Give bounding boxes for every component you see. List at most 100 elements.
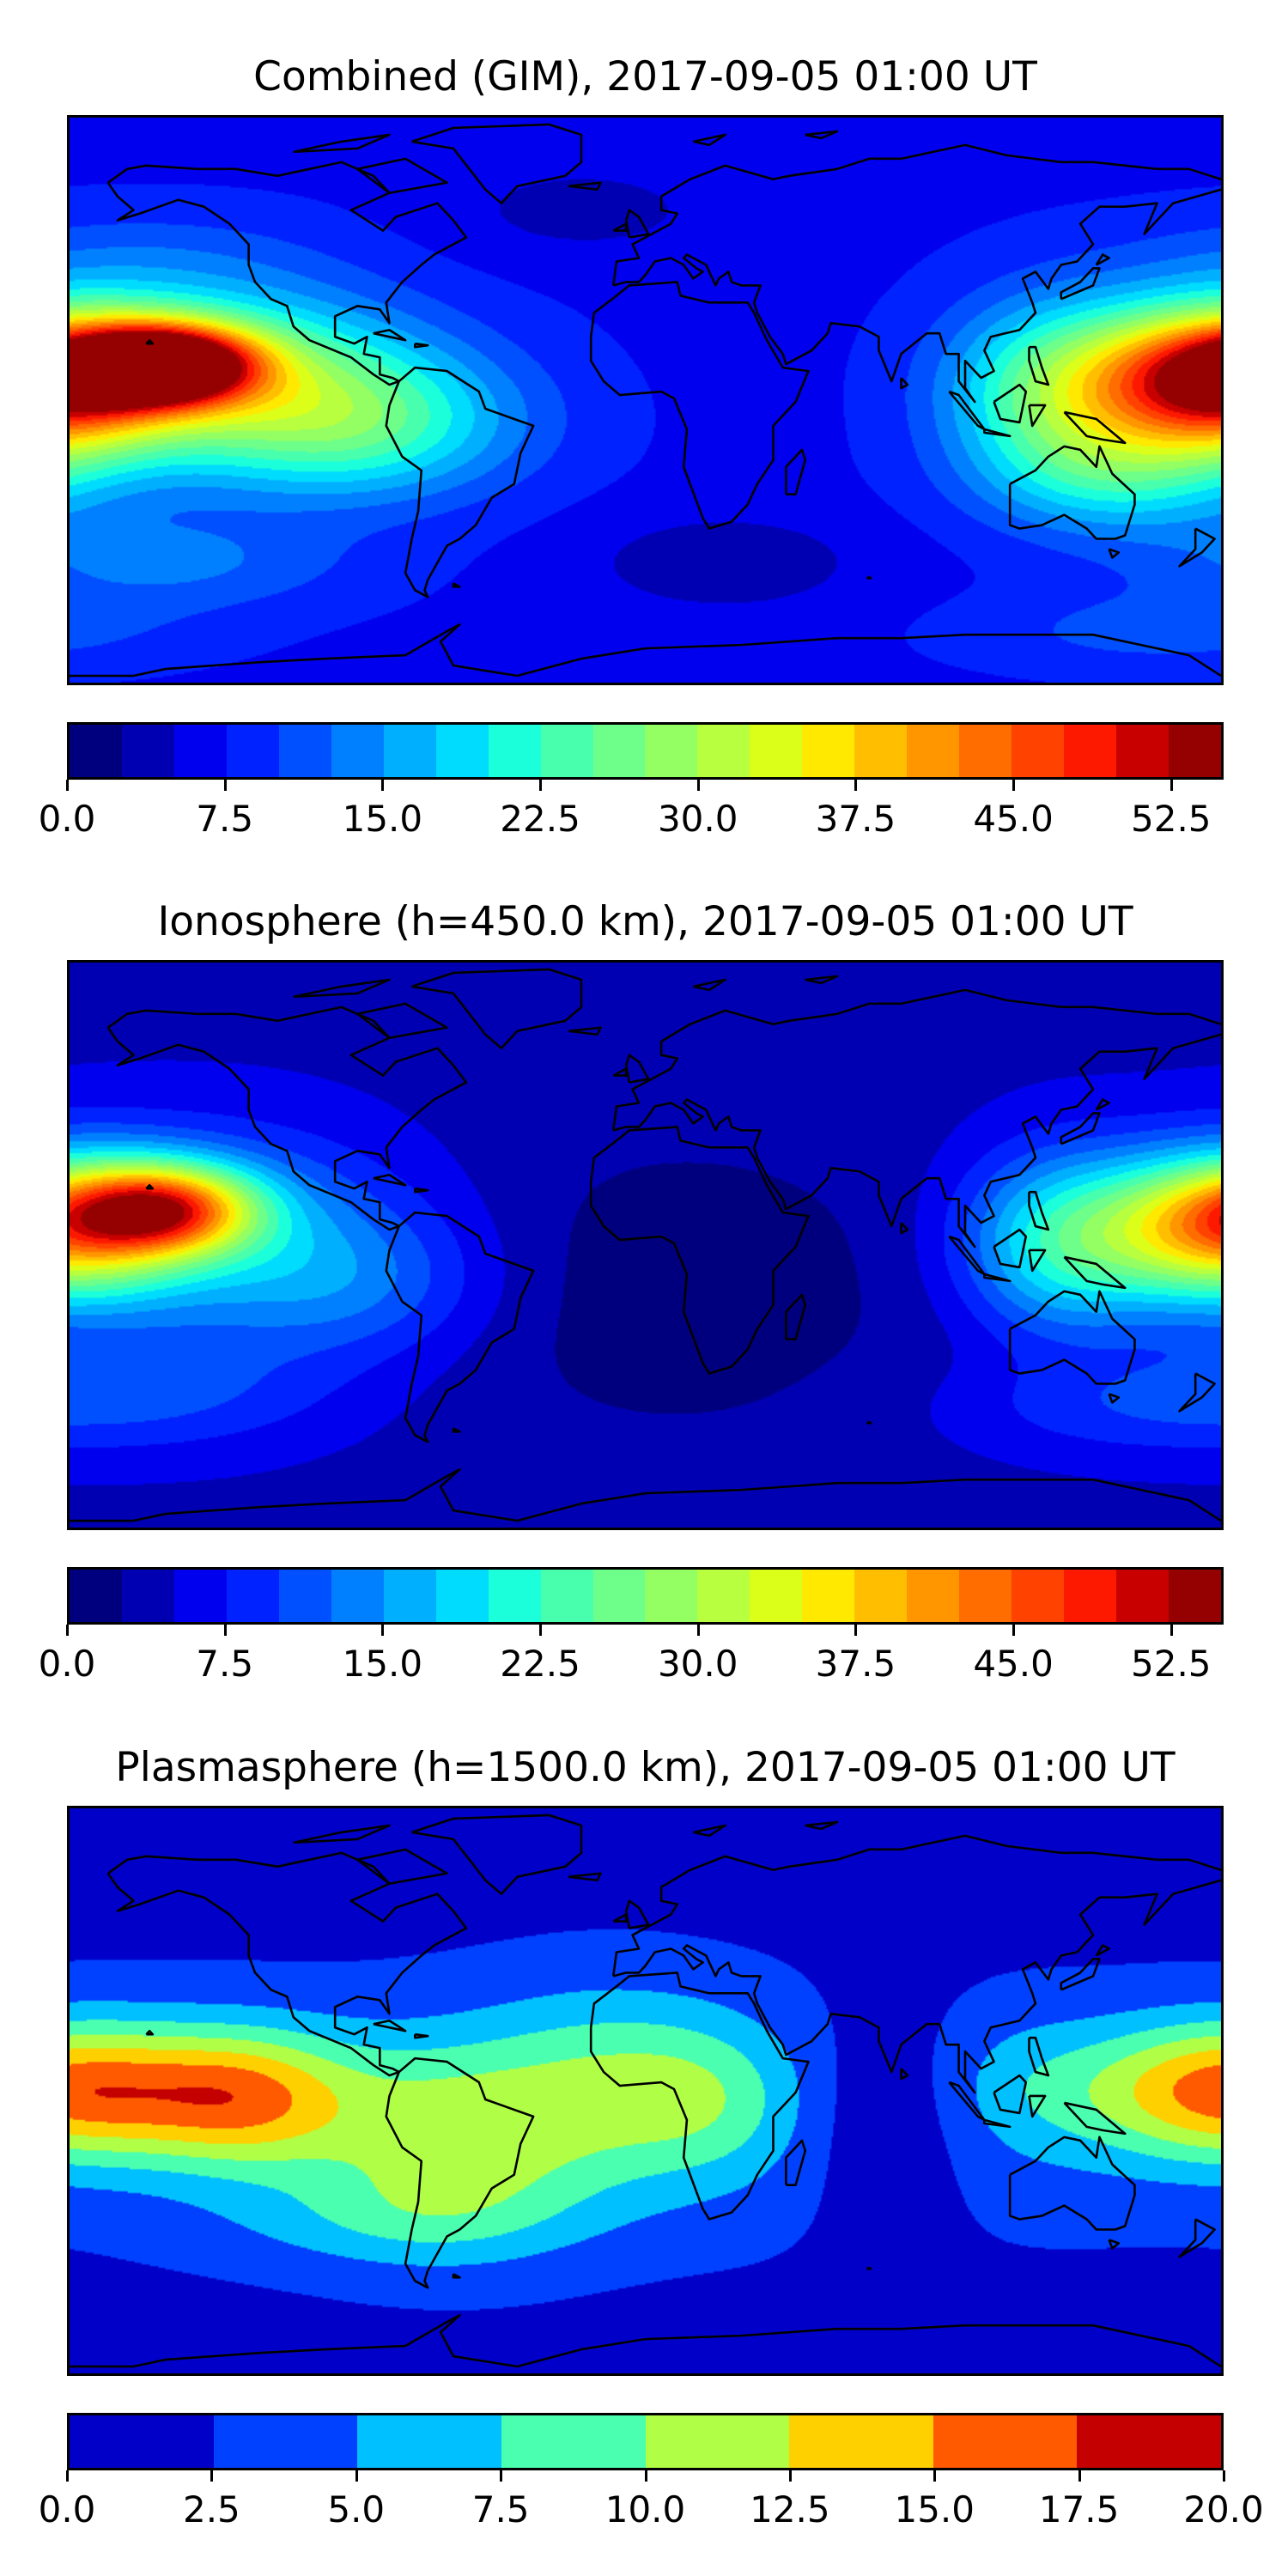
colorbar-bin <box>173 1570 227 1622</box>
tec-contour-field <box>70 1808 1221 2373</box>
coastline <box>1061 1959 1100 1990</box>
coastlines <box>70 963 1221 1528</box>
colorbar-bin <box>173 725 227 777</box>
tec-map <box>67 115 1224 685</box>
coastline <box>1064 2103 1125 2134</box>
colorbar-bin <box>697 725 750 777</box>
coastline <box>357 1004 447 1038</box>
colorbar-bin <box>278 725 331 777</box>
colorbar-tick-mark <box>854 1625 858 1636</box>
colorbar-tick-mark <box>355 2470 358 2482</box>
coastline <box>613 1836 1221 1977</box>
colorbar-tick-mark <box>66 1625 69 1636</box>
colorbar-bin <box>959 725 1012 777</box>
colorbar <box>67 722 1224 780</box>
colorbar-bin <box>121 1570 174 1622</box>
ionosphere-panel: Ionosphere (h=450.0 km), 2017-09-05 01:0… <box>0 845 1288 1690</box>
colorbar-bin <box>854 725 908 777</box>
colorbar-tick-mark <box>1170 780 1173 791</box>
colorbar-tick-mark <box>210 2470 214 2482</box>
colorbar-tick-mark <box>933 2470 937 2482</box>
colorbar-tick-label: 37.5 <box>815 1643 896 1685</box>
colorbar-tick-mark <box>66 2470 69 2482</box>
colorbar-tick-label: 15.0 <box>342 798 423 840</box>
coastline <box>613 1035 1221 1247</box>
coastline <box>613 190 1221 402</box>
coastline <box>591 282 808 528</box>
colorbar-tick-label: 10.0 <box>605 2488 686 2530</box>
coastline <box>1180 529 1215 567</box>
colorbar-bin <box>645 2415 790 2468</box>
tec-contour-field <box>70 963 1221 1528</box>
colorbar-tick-label: 7.5 <box>471 2488 530 2530</box>
colorbar-bin <box>1012 1570 1065 1622</box>
coastline <box>1180 1374 1215 1412</box>
colorbar-tick-label: 45.0 <box>973 1643 1054 1685</box>
coastline <box>70 2315 1221 2366</box>
coastline <box>1061 1113 1100 1144</box>
colorbar <box>67 2413 1224 2470</box>
colorbar-bin <box>501 2415 646 2468</box>
coastline <box>1010 447 1134 539</box>
colorbar-tick-label: 0.0 <box>38 2488 96 2530</box>
colorbar-bin <box>1064 1570 1117 1622</box>
colorbar-ticks: 0.0 2.5 5.0 7.5 10.0 12.5 15.0 17.5 20.0 <box>39 2470 1264 2530</box>
colorbar-tick-label: 22.5 <box>500 798 580 840</box>
colorbar-bin <box>383 1570 436 1622</box>
colorbar-bin <box>1169 1570 1221 1622</box>
colorbar-bin <box>802 1570 855 1622</box>
colorbar-tick-mark <box>644 2470 647 2482</box>
colorbar-tick-mark <box>696 1625 700 1636</box>
colorbar-bin <box>1077 2415 1221 2468</box>
coastline <box>693 1826 725 1836</box>
coastline <box>453 583 459 586</box>
colorbar-ticks: 0.0 7.5 15.0 22.5 30.0 37.5 45.0 52.5 <box>39 1625 1224 1685</box>
coastline <box>294 980 390 997</box>
coastline <box>386 368 533 597</box>
coastline <box>146 2031 152 2034</box>
colorbar-tick-mark <box>1012 780 1016 791</box>
colorbar-tick-mark <box>1223 2470 1225 2482</box>
coastline <box>1097 1100 1109 1110</box>
coastline <box>786 450 805 495</box>
colorbar-bin <box>592 1570 646 1622</box>
colorbar-bin <box>1116 725 1170 777</box>
colorbar-tick-mark <box>788 2470 792 2482</box>
coastline <box>984 2120 1010 2127</box>
colorbar-tick-label: 15.0 <box>894 2488 975 2530</box>
colorbar-tick-mark <box>381 780 385 791</box>
colorbar-tick-label: 17.5 <box>1038 2488 1120 2530</box>
coastline <box>412 969 581 1048</box>
coastline <box>386 2058 533 2287</box>
coastline <box>1030 2096 1046 2117</box>
colorbar-bin <box>331 1570 384 1622</box>
coastline <box>626 210 648 238</box>
colorbar-bin <box>435 725 489 777</box>
coastline <box>994 385 1026 422</box>
chart-title: Combined (GIM), 2017-09-05 01:00 UT <box>253 53 1037 100</box>
tec-map <box>67 1806 1224 2376</box>
colorbar-bin <box>645 1570 698 1622</box>
colorbar-tick-label: 30.0 <box>657 798 738 840</box>
tec-map <box>67 960 1224 1530</box>
colorbar-bin <box>70 1570 122 1622</box>
colorbar-bin <box>1064 725 1117 777</box>
colorbar-bin <box>933 2415 1078 2468</box>
coastline <box>1061 268 1100 299</box>
coastline <box>984 1274 1010 1281</box>
colorbar-tick-mark <box>539 1625 543 1636</box>
coastline <box>949 392 984 429</box>
colorbar-ticks: 0.0 7.5 15.0 22.5 30.0 37.5 45.0 52.5 <box>39 780 1224 840</box>
coastline <box>1030 347 1048 385</box>
coastline <box>357 1850 447 1884</box>
coastline <box>568 1874 600 1880</box>
coastline <box>994 1230 1026 1267</box>
coastline <box>374 2020 405 2031</box>
coastline <box>994 2075 1026 2113</box>
coastline <box>805 131 837 138</box>
coastline <box>146 340 152 343</box>
coastline <box>949 2082 984 2120</box>
coastline <box>902 2069 908 2079</box>
colorbar-bin <box>488 725 541 777</box>
coastline <box>902 378 908 388</box>
